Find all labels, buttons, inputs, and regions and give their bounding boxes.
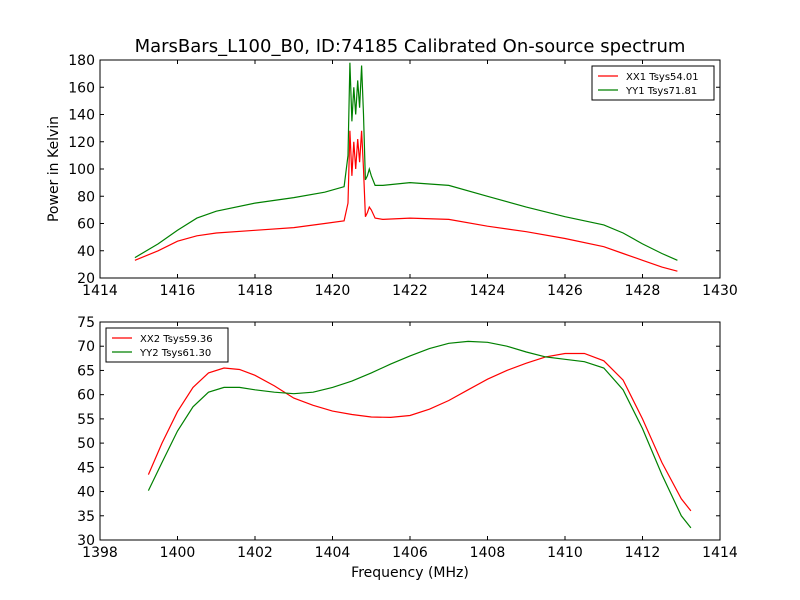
y-tick-label: 55 <box>77 412 95 428</box>
x-tick-label: 1414 <box>702 545 738 561</box>
legend-label: XX2 Tsys59.36 <box>140 334 213 345</box>
y-tick-label: 60 <box>77 388 95 404</box>
x-tick-label: 1416 <box>160 283 196 299</box>
y-tick-label: 65 <box>77 363 95 379</box>
x-tick-label: 1430 <box>702 283 738 299</box>
y-tick-label: 50 <box>77 436 95 452</box>
x-tick-label: 1412 <box>625 545 661 561</box>
y-tick-label: 120 <box>68 135 95 151</box>
x-tick-label: 1410 <box>547 545 583 561</box>
x-tick-label: 1424 <box>470 283 506 299</box>
x-tick-label: 1408 <box>470 545 506 561</box>
x-tick-label: 1402 <box>237 545 273 561</box>
y-tick-label: 70 <box>77 339 95 355</box>
x-axis-label: Frequency (MHz) <box>351 565 469 581</box>
x-tick-label: 1404 <box>315 545 351 561</box>
x-tick-label: 1422 <box>392 283 428 299</box>
legend-label: YY1 Tsys71.81 <box>625 86 697 97</box>
legend: XX2 Tsys59.36 YY2 Tsys61.30 <box>105 327 229 363</box>
x-tick-label: 1406 <box>392 545 428 561</box>
series-line-2 <box>134 62 678 261</box>
y-tick-label: 40 <box>77 244 95 260</box>
legend-label: XX1 Tsys54.01 <box>626 72 699 83</box>
y-tick-label: 180 <box>68 53 95 69</box>
series-line-1 <box>147 352 692 512</box>
y-tick-label: 140 <box>68 108 95 124</box>
x-tick-label: 1414 <box>82 283 118 299</box>
series-line-1 <box>134 130 678 272</box>
x-tick-label: 1426 <box>547 283 583 299</box>
y-tick-label: 45 <box>77 460 95 476</box>
legend-box <box>591 65 715 101</box>
y-tick-label: 75 <box>77 315 95 331</box>
legend: XX1 Tsys54.01 YY1 Tsys71.81 <box>591 65 715 101</box>
y-tick-label: 160 <box>68 80 95 96</box>
x-tick-label: 1420 <box>315 283 351 299</box>
y-tick-label: 30 <box>77 533 95 549</box>
x-tick-label: 1428 <box>625 283 661 299</box>
y-tick-label: 35 <box>77 509 95 525</box>
y-tick-label: 80 <box>77 189 95 205</box>
bottom-chart: 1398 1400 1402 1404 1406 1408 1410 1412 1414 30 35… <box>77 315 738 561</box>
x-tick-label: 1418 <box>237 283 273 299</box>
series-line-2 <box>147 340 692 529</box>
x-tick-label: 1400 <box>160 545 196 561</box>
y-tick-label: 20 <box>77 271 95 287</box>
y-axis-label: Power in Kelvin <box>46 116 62 222</box>
x-tick-label: 1398 <box>82 545 118 561</box>
y-tick-label: 60 <box>77 217 95 233</box>
legend-label: YY2 Tsys61.30 <box>139 348 211 359</box>
legend-box <box>105 327 229 363</box>
top-chart: 1414 1416 1418 1420 1422 1424 1426 1428 1430 20 40… <box>46 53 738 299</box>
figure-title: MarsBars_L100_B0, ID:74185 Calibrated On… <box>135 36 686 57</box>
y-tick-label: 40 <box>77 485 95 501</box>
y-tick-label: 100 <box>68 162 95 178</box>
